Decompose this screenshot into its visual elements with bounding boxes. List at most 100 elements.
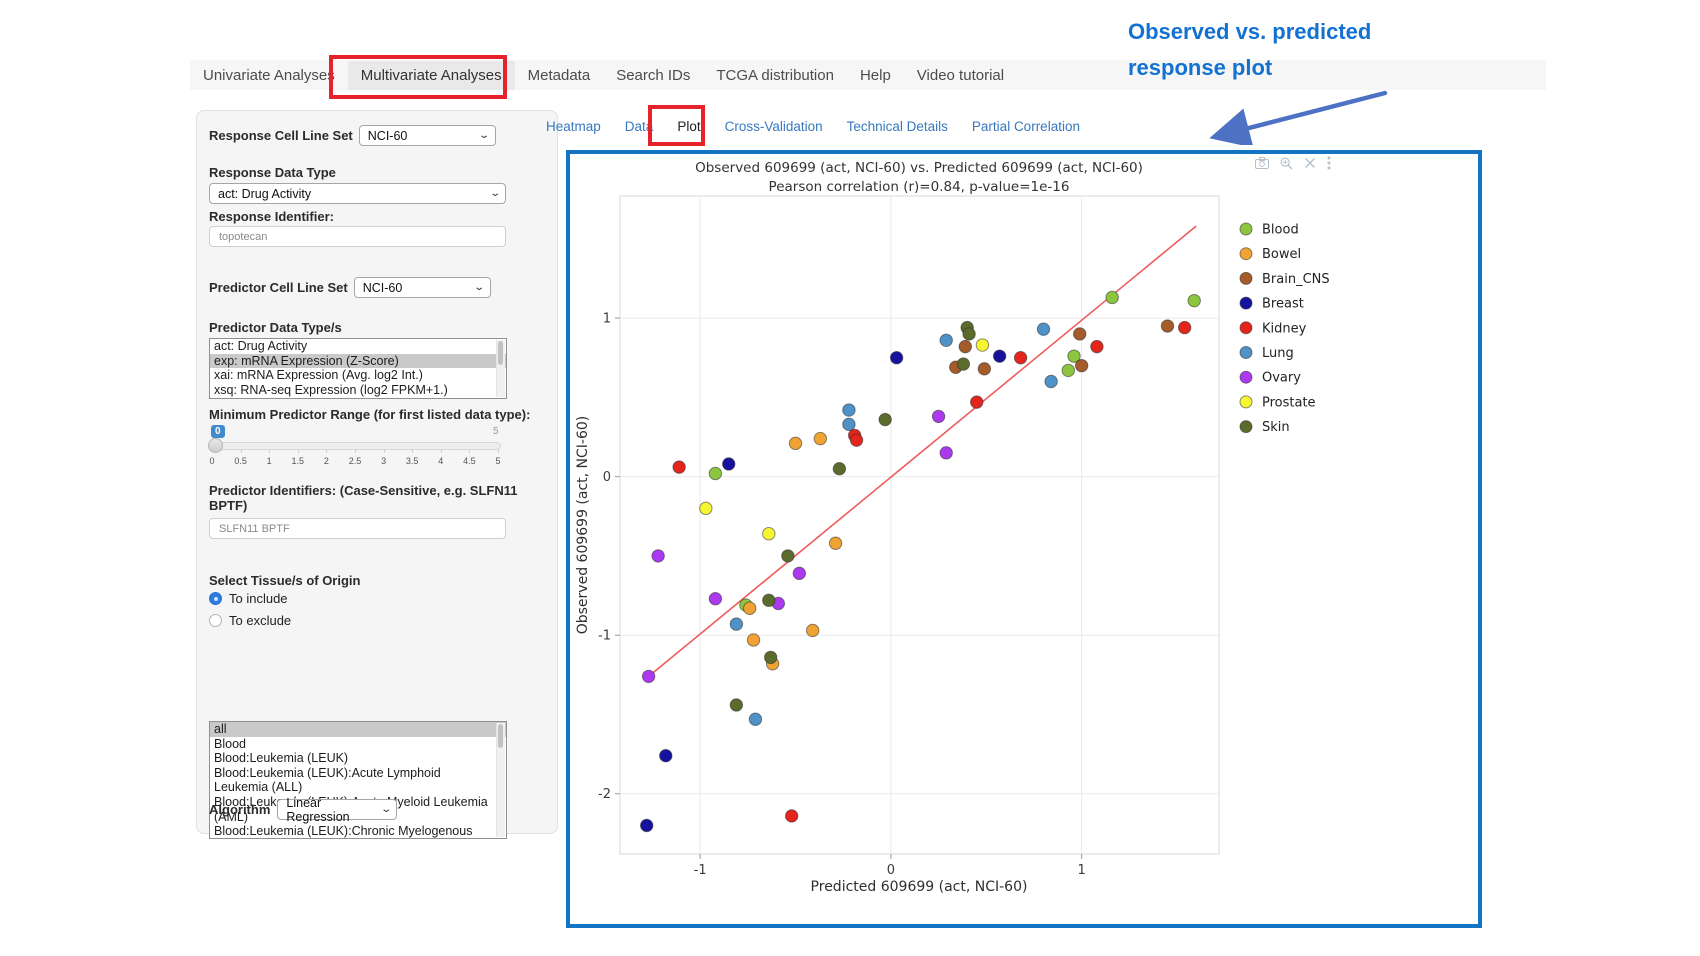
scrollbar[interactable]: [496, 340, 505, 397]
data-point-kidney[interactable]: [1090, 339, 1104, 354]
data-point-bowel[interactable]: [828, 536, 843, 550]
data-point-bowel[interactable]: [813, 431, 828, 446]
legend-marker-blood[interactable]: [1239, 222, 1253, 236]
data-point-kidney[interactable]: [970, 395, 984, 409]
legend-label-prostate[interactable]: Prostate: [1262, 395, 1316, 410]
data-point-ovary[interactable]: [641, 669, 656, 684]
data-point-ovary[interactable]: [708, 592, 723, 606]
data-point-lung[interactable]: [748, 712, 763, 726]
legend-label-skin[interactable]: Skin: [1262, 420, 1290, 435]
data-point-kidney[interactable]: [1177, 320, 1192, 335]
legend-label-brain-cns[interactable]: Brain_CNS: [1262, 272, 1330, 287]
predictor-data-type-option[interactable]: xsq: RNA-seq Expression (log2 FPKM+1.): [214, 382, 448, 397]
legend-marker-brain-cns[interactable]: [1239, 271, 1253, 285]
predictor-data-type-option[interactable]: exp: mRNA Expression (Z-Score): [210, 353, 506, 369]
data-point-bowel[interactable]: [788, 436, 803, 451]
legend-marker-bowel[interactable]: [1239, 247, 1253, 261]
data-point-blood[interactable]: [708, 466, 723, 481]
data-point-lung[interactable]: [1044, 374, 1058, 389]
legend-marker-skin[interactable]: [1239, 420, 1253, 434]
legend-label-lung[interactable]: Lung: [1262, 346, 1294, 361]
predictor-identifiers-input[interactable]: SLFN11 BPTF: [209, 518, 506, 539]
nav-item-help[interactable]: Help: [859, 66, 891, 84]
data-point-lung[interactable]: [842, 403, 856, 417]
data-point-bowel[interactable]: [805, 623, 820, 638]
radio-unselected-icon[interactable]: [209, 614, 222, 627]
data-point-breast[interactable]: [992, 349, 1007, 363]
data-point-kidney[interactable]: [849, 433, 864, 447]
predictor-data-type-option[interactable]: xai: mRNA Expression (Avg. log2 Int.): [214, 368, 423, 383]
data-point-skin[interactable]: [956, 357, 971, 371]
data-point-brain-cns[interactable]: [1073, 327, 1087, 341]
legend-marker-kidney[interactable]: [1239, 321, 1253, 335]
response-identifier-input[interactable]: topotecan: [209, 226, 506, 247]
data-point-skin[interactable]: [878, 412, 892, 427]
more-options-icon[interactable]: [1327, 156, 1331, 170]
data-point-ovary[interactable]: [792, 566, 807, 581]
legend-marker-lung[interactable]: [1239, 346, 1253, 359]
radio-to-include[interactable]: To include: [209, 591, 288, 606]
data-point-kidney[interactable]: [1013, 351, 1028, 365]
data-point-prostate[interactable]: [699, 501, 713, 516]
zoom-in-icon[interactable]: [1280, 157, 1293, 170]
tab-plot[interactable]: Plot: [677, 118, 701, 134]
tissue-option[interactable]: Blood:Leukemia (LEUK):Acute Lymphoid Leu…: [214, 765, 441, 795]
scrollbar[interactable]: [496, 723, 505, 837]
predictor-cell-line-set-select[interactable]: NCI-60 ⌄: [353, 277, 491, 298]
legend-marker-prostate[interactable]: [1239, 395, 1253, 409]
legend-label-breast[interactable]: Breast: [1262, 297, 1304, 312]
tissue-option[interactable]: Blood:Leukemia (LEUK):Chronic Myelogenou…: [214, 824, 473, 839]
data-point-skin[interactable]: [764, 650, 778, 665]
nav-item-tcga-distribution[interactable]: TCGA distribution: [716, 66, 834, 84]
algorithm-select[interactable]: Linear Regression ⌄: [277, 796, 398, 824]
predictor-data-types-listbox[interactable]: act: Drug Activity exp: mRNA Expression (…: [209, 338, 507, 399]
data-point-skin[interactable]: [962, 327, 976, 341]
data-point-kidney[interactable]: [784, 809, 799, 823]
tab-partial-correlation[interactable]: Partial Correlation: [971, 118, 1080, 134]
range-slider-handle[interactable]: [208, 438, 223, 453]
data-point-breast[interactable]: [659, 748, 673, 763]
camera-icon[interactable]: [1255, 157, 1269, 169]
data-point-lung[interactable]: [842, 417, 856, 432]
data-point-skin[interactable]: [832, 462, 847, 476]
tab-cross-validation[interactable]: Cross-Validation: [724, 118, 823, 134]
data-point-blood[interactable]: [1061, 363, 1075, 378]
data-point-lung[interactable]: [1036, 322, 1051, 336]
nav-item-video-tutorial[interactable]: Video tutorial: [916, 66, 1005, 84]
data-point-blood[interactable]: [1105, 290, 1119, 305]
data-point-brain-cns[interactable]: [958, 339, 972, 354]
data-point-bowel[interactable]: [743, 601, 757, 615]
tab-data[interactable]: Data: [624, 118, 654, 134]
data-point-ovary[interactable]: [651, 549, 665, 563]
legend-label-blood[interactable]: Blood: [1262, 223, 1299, 238]
legend-label-bowel[interactable]: Bowel: [1262, 247, 1301, 262]
tissue-option[interactable]: Blood: [214, 736, 246, 751]
tissue-listbox[interactable]: all Blood Blood:Leukemia (LEUK) Blood:Leuke…: [209, 721, 507, 839]
data-point-prostate[interactable]: [762, 527, 776, 541]
tissue-option[interactable]: all: [210, 722, 506, 737]
radio-selected-icon[interactable]: [209, 592, 222, 605]
data-point-ovary[interactable]: [939, 446, 953, 460]
nav-item-metadata[interactable]: Metadata: [527, 66, 591, 84]
data-point-blood[interactable]: [1067, 349, 1081, 363]
data-point-breast[interactable]: [722, 457, 736, 471]
data-point-kidney[interactable]: [672, 460, 686, 474]
data-point-bowel[interactable]: [746, 633, 761, 647]
radio-to-exclude[interactable]: To exclude: [209, 613, 291, 628]
tab-heatmap[interactable]: Heatmap: [546, 118, 601, 134]
data-point-breast[interactable]: [889, 351, 904, 365]
legend-marker-ovary[interactable]: [1239, 370, 1253, 384]
legend-label-ovary[interactable]: Ovary: [1262, 371, 1301, 386]
tissue-option[interactable]: Blood:Leukemia (LEUK): [214, 751, 349, 766]
pan-icon[interactable]: [1304, 157, 1316, 169]
predictor-data-type-option[interactable]: act: Drug Activity: [214, 339, 308, 353]
nav-item-univariate-analyses[interactable]: Univariate Analyses: [203, 66, 335, 84]
data-point-ovary[interactable]: [931, 409, 946, 424]
response-cell-line-set-select[interactable]: NCI-60 ⌄: [358, 125, 496, 146]
data-point-skin[interactable]: [762, 593, 776, 608]
legend-marker-breast[interactable]: [1239, 296, 1253, 310]
nav-item-multivariate-analyses[interactable]: Multivariate Analyses: [347, 60, 515, 90]
data-point-blood[interactable]: [1187, 293, 1201, 308]
data-point-lung[interactable]: [729, 617, 744, 631]
data-point-breast[interactable]: [640, 818, 654, 833]
